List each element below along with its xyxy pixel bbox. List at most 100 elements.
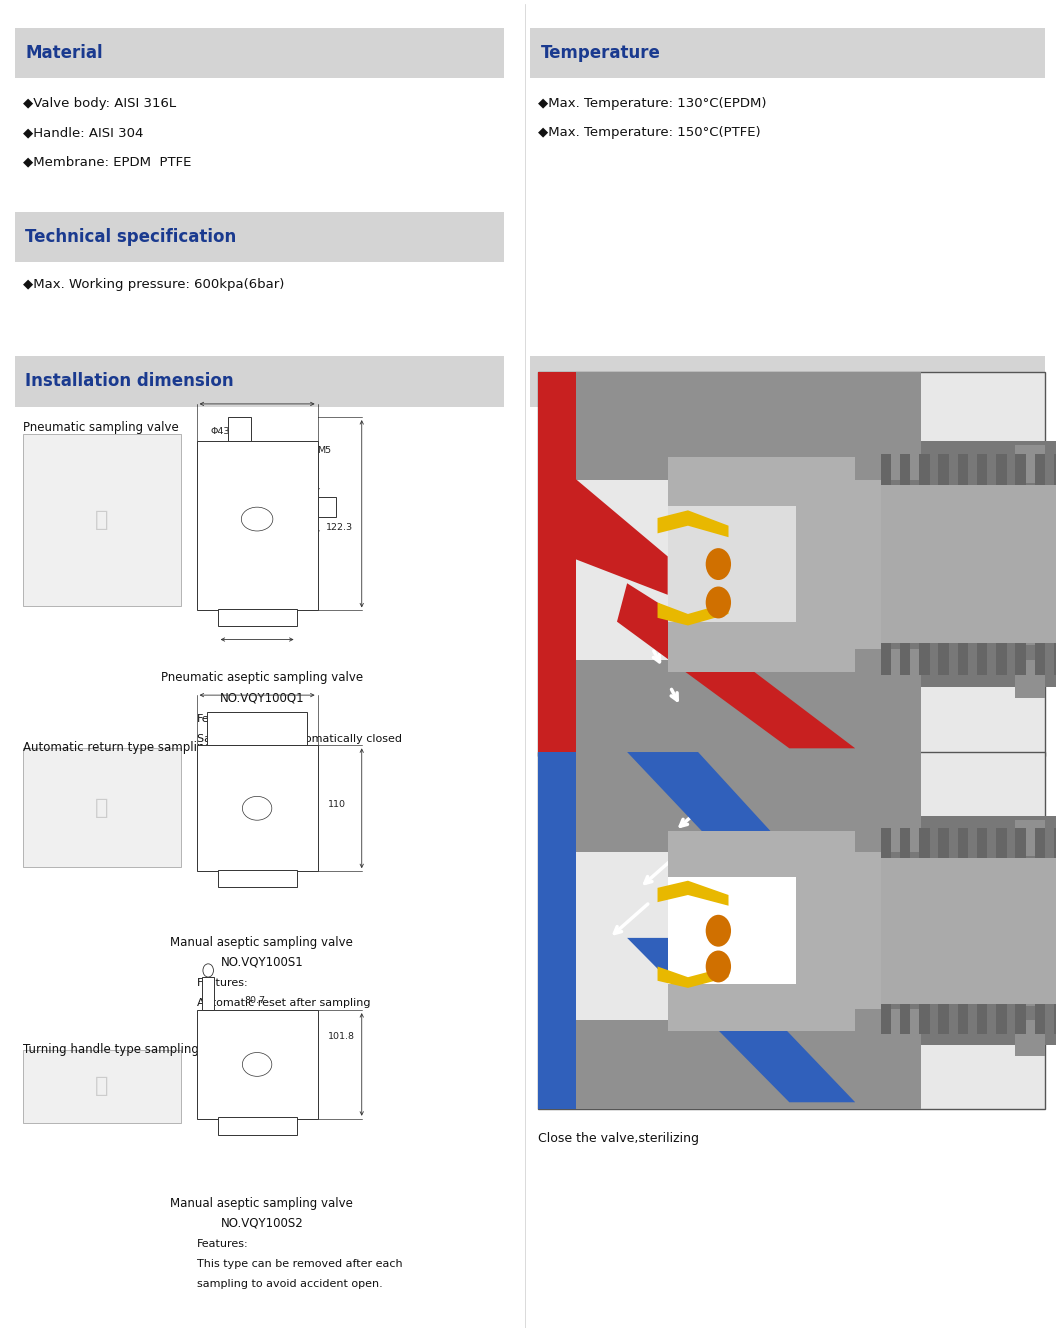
Text: Manual aseptic sampling valve: Manual aseptic sampling valve (171, 936, 353, 948)
Bar (881, 827, 891, 1034)
Bar (855, 1010, 921, 1110)
Text: Turning handle type sampling valve: Turning handle type sampling valve (23, 1043, 234, 1056)
Text: Close the valve,sterilizing: Close the valve,sterilizing (538, 1132, 700, 1146)
Text: Pneumatic sampling valve: Pneumatic sampling valve (23, 421, 179, 434)
Bar (919, 827, 930, 1034)
Bar (938, 453, 949, 674)
Bar (1014, 498, 1045, 537)
Bar (538, 372, 577, 757)
Bar (201, 978, 214, 1010)
Bar (668, 506, 796, 622)
Bar (577, 661, 855, 757)
Bar (881, 817, 1060, 1046)
Bar (900, 453, 911, 674)
Bar (900, 827, 911, 1034)
Bar (881, 485, 1060, 643)
Bar (996, 453, 1007, 674)
Bar (23, 434, 181, 606)
Text: ◆Membrane: EPDM  PTFE: ◆Membrane: EPDM PTFE (23, 155, 192, 168)
Circle shape (706, 586, 731, 618)
Circle shape (706, 915, 731, 947)
Circle shape (202, 964, 213, 978)
Text: Material: Material (25, 44, 103, 63)
Text: 101.8: 101.8 (329, 1032, 355, 1042)
Text: 110: 110 (329, 801, 346, 810)
Bar (538, 753, 1045, 1110)
Bar (318, 497, 336, 517)
Text: NO.VQY100S1: NO.VQY100S1 (220, 956, 303, 968)
Bar (1054, 453, 1060, 674)
Bar (1054, 827, 1060, 1034)
Text: Φ52: Φ52 (245, 731, 264, 741)
Bar (1014, 870, 1045, 906)
Bar (688, 1054, 748, 1110)
Text: ◆Max. Temperature: 130°C(EPDM): ◆Max. Temperature: 130°C(EPDM) (538, 97, 767, 109)
Bar (977, 453, 988, 674)
Bar (15, 356, 503, 406)
Text: 80.7: 80.7 (244, 762, 265, 771)
Bar (668, 457, 901, 671)
Bar (855, 372, 921, 480)
Polygon shape (617, 583, 855, 749)
Text: This type can be removed after each: This type can be removed after each (196, 1259, 402, 1269)
Text: 〇: 〇 (95, 510, 109, 530)
Bar (15, 212, 503, 262)
Text: Φ43.5: Φ43.5 (211, 428, 240, 436)
Bar (1014, 970, 1045, 1006)
Polygon shape (538, 480, 668, 595)
Bar (23, 749, 181, 867)
Ellipse shape (243, 1052, 271, 1076)
Polygon shape (657, 967, 728, 988)
Text: sampling to avoid accident open.: sampling to avoid accident open. (196, 1279, 383, 1289)
Bar (957, 827, 968, 1034)
Text: Installation dimension: Installation dimension (25, 373, 234, 390)
Bar (530, 28, 1045, 79)
Bar (1015, 827, 1026, 1034)
Text: Temperature: Temperature (541, 44, 660, 63)
Ellipse shape (242, 507, 272, 531)
Polygon shape (657, 510, 728, 537)
Text: 80.7: 80.7 (244, 996, 265, 1006)
Text: NO.VQY100S2: NO.VQY100S2 (220, 1216, 303, 1229)
Text: NO.VQY100Q1: NO.VQY100Q1 (219, 691, 304, 705)
Bar (919, 453, 930, 674)
Text: Features:: Features: (196, 979, 248, 988)
Bar (881, 453, 891, 674)
Bar (1015, 453, 1026, 674)
Text: Automatic reset after sampling: Automatic reset after sampling (196, 998, 370, 1008)
Bar (1014, 445, 1045, 484)
Bar (688, 372, 748, 438)
Text: 〇: 〇 (95, 798, 109, 818)
Bar (530, 356, 1045, 406)
Text: Φ30: Φ30 (245, 854, 264, 862)
Bar (538, 372, 1045, 757)
Text: Automatic return type sampling valve: Automatic return type sampling valve (23, 742, 248, 754)
Text: 〇: 〇 (95, 1076, 109, 1096)
Text: 122.3: 122.3 (326, 522, 353, 531)
Bar (938, 827, 949, 1034)
Text: ◆Handle: AISI 304: ◆Handle: AISI 304 (23, 127, 143, 139)
Text: after sampling: after sampling (196, 754, 278, 763)
Text: Features:: Features: (196, 714, 248, 723)
Text: Φ30: Φ30 (245, 591, 264, 601)
Text: Pneumatic aseptic sampling valve: Pneumatic aseptic sampling valve (161, 671, 363, 685)
Bar (1014, 1020, 1045, 1056)
Text: Features:: Features: (196, 1239, 248, 1249)
Text: Operating principles: Operating principles (541, 373, 732, 390)
Bar (1014, 821, 1045, 855)
Bar (1014, 606, 1045, 645)
Bar (207, 713, 307, 746)
Bar (1014, 661, 1045, 698)
Bar (217, 1118, 297, 1135)
Bar (881, 858, 1060, 1004)
Bar (1014, 553, 1045, 591)
Bar (855, 649, 921, 757)
Text: Open the valve,sampling: Open the valve,sampling (538, 782, 695, 795)
Text: Sampling valve automatically closed: Sampling valve automatically closed (196, 734, 402, 743)
Polygon shape (657, 602, 728, 626)
Circle shape (706, 549, 731, 579)
Bar (196, 441, 318, 610)
Bar (668, 831, 901, 1031)
Bar (577, 372, 855, 480)
Bar (23, 1050, 181, 1123)
